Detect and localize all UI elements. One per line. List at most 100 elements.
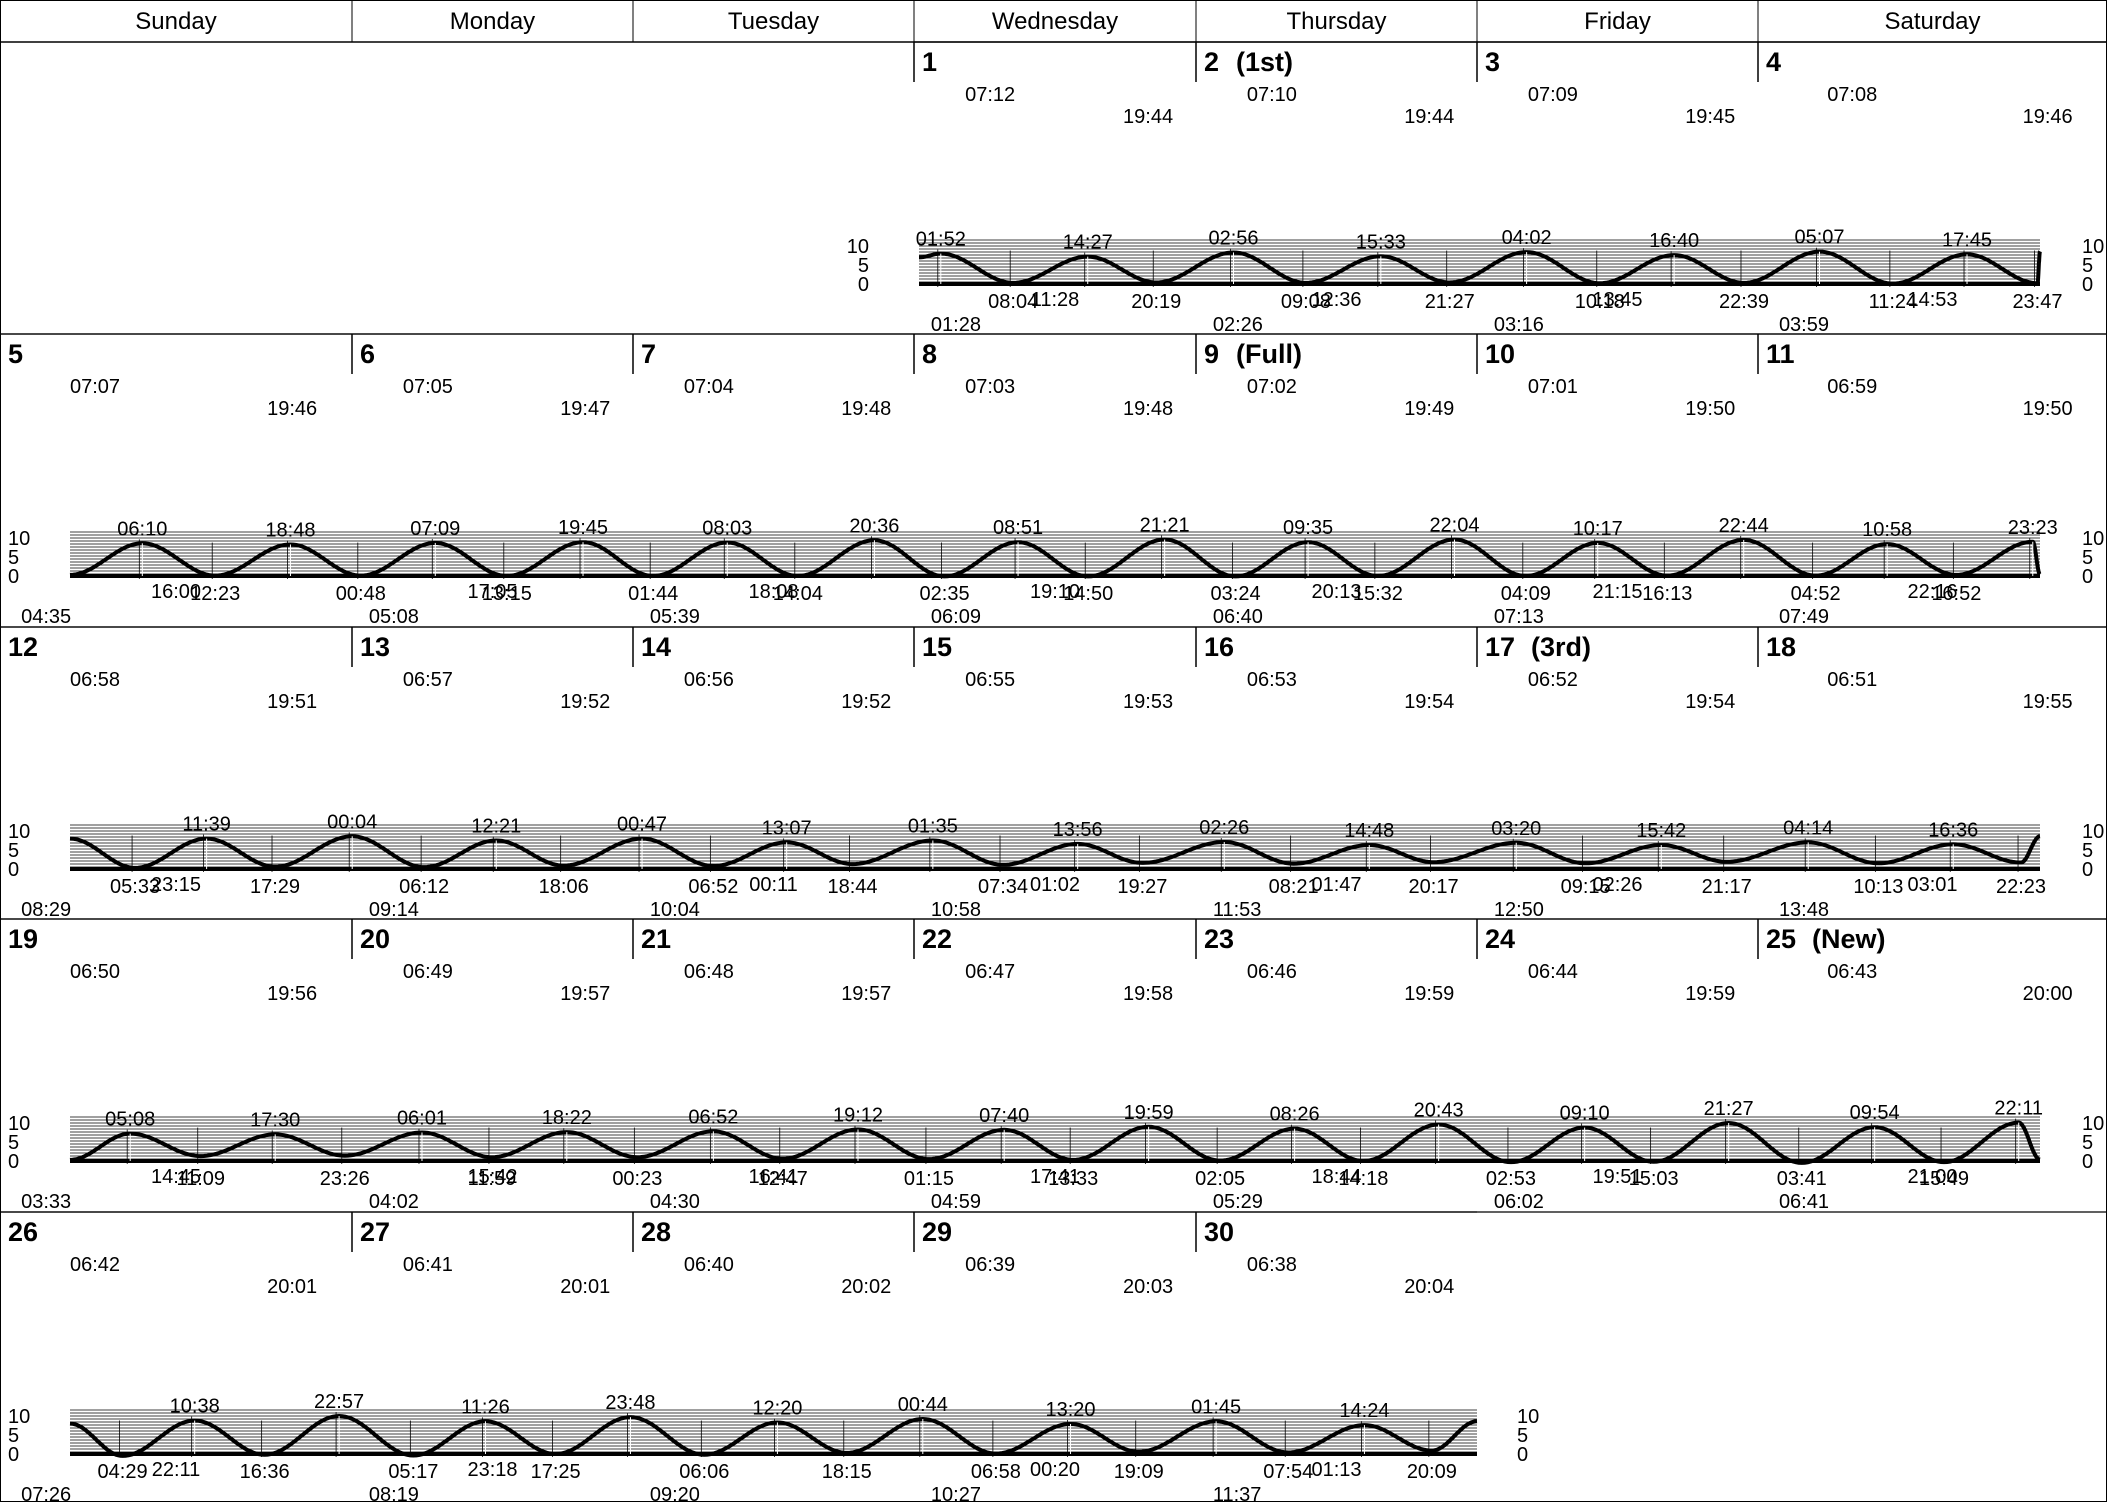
sunrise-time: 06:59 <box>1827 376 1877 398</box>
low-tide-label: 08:21 <box>1269 876 1319 898</box>
moon-time: 06:40 <box>1213 606 1263 628</box>
moon-time: 00:11 <box>749 874 798 896</box>
y-tick-label: 10 <box>1517 1406 1539 1428</box>
sunrise-time: 06:40 <box>684 1254 734 1276</box>
sunset-time: 19:59 <box>1404 983 1454 1005</box>
high-tide-label: 03:20 <box>1491 818 1541 840</box>
moon-time: 19:51 <box>1592 1166 1642 1188</box>
sunset-time: 19:44 <box>1404 106 1454 128</box>
sunset-time: 19:48 <box>841 398 891 420</box>
moon-time: 17:05 <box>467 581 517 603</box>
low-tide-label: 13:33 <box>1048 1168 1098 1190</box>
moon-time: 07:13 <box>1494 606 1544 628</box>
moon-phase-label: (New) <box>1812 924 1886 954</box>
high-tide-label: 14:27 <box>1063 232 1113 254</box>
high-tide-label: 13:56 <box>1053 819 1103 841</box>
day-number: 11 <box>1766 339 1795 369</box>
sunset-time: 19:50 <box>2023 398 2073 420</box>
sunset-time: 19:57 <box>560 983 610 1005</box>
sunset-time: 19:50 <box>1685 398 1735 420</box>
day-number: 9 <box>1204 339 1219 369</box>
low-tide-label: 00:23 <box>612 1168 662 1190</box>
sunrise-time: 06:58 <box>70 669 120 691</box>
sunset-time: 20:04 <box>1404 1276 1454 1298</box>
day-number: 26 <box>8 1217 38 1247</box>
high-tide-label: 19:45 <box>558 517 608 539</box>
high-tide-label: 08:51 <box>993 517 1043 539</box>
sunrise-time: 07:01 <box>1528 376 1578 398</box>
day-number: 13 <box>360 632 390 662</box>
high-tide-label: 20:36 <box>849 515 899 537</box>
moon-phase-label: (Full) <box>1236 339 1302 369</box>
low-tide-label: 06:58 <box>971 1461 1021 1483</box>
day-number: 5 <box>8 339 23 369</box>
low-tide-label: 23:26 <box>320 1168 370 1190</box>
high-tide-label: 22:44 <box>1719 515 1769 537</box>
y-tick-label: 10 <box>2082 821 2104 843</box>
moon-time: 03:16 <box>1494 314 1544 336</box>
moon-time: 18:08 <box>748 581 798 603</box>
moon-time: 04:35 <box>21 606 71 628</box>
low-tide-label: 02:35 <box>920 583 970 605</box>
high-tide-label: 11:39 <box>182 814 231 836</box>
high-tide-label: 19:59 <box>1124 1102 1174 1124</box>
moon-time: 01:47 <box>1311 874 1361 896</box>
low-tide-label: 20:17 <box>1409 876 1459 898</box>
low-tide-label: 06:12 <box>399 876 449 898</box>
sunrise-time: 07:09 <box>1528 84 1578 106</box>
moon-time: 13:48 <box>1779 899 1829 921</box>
high-tide-label: 23:23 <box>2008 517 2058 539</box>
low-tide-label: 00:48 <box>336 583 386 605</box>
day-number: 29 <box>922 1217 952 1247</box>
low-tide-label: 18:15 <box>822 1461 872 1483</box>
low-tide-label: 17:25 <box>531 1461 581 1483</box>
sunrise-time: 06:52 <box>1528 669 1578 691</box>
moon-time: 11:53 <box>1213 899 1262 921</box>
high-tide-label: 10:17 <box>1573 518 1623 540</box>
y-tick-label: 0 <box>1517 1444 1528 1466</box>
moon-time: 03:01 <box>1907 874 1957 896</box>
high-tide-label: 07:09 <box>410 518 460 540</box>
moon-time: 08:29 <box>21 899 71 921</box>
moon-time: 12:50 <box>1494 899 1544 921</box>
low-tide-label: 15:03 <box>1629 1168 1679 1190</box>
day-number: 22 <box>922 924 952 954</box>
sunset-time: 19:58 <box>1123 983 1173 1005</box>
low-tide-label: 02:53 <box>1486 1168 1536 1190</box>
high-tide-label: 00:44 <box>898 1394 948 1416</box>
moon-time: 21:00 <box>1907 1166 1957 1188</box>
moon-time: 13:45 <box>1592 289 1642 311</box>
low-tide-label: 12:23 <box>190 583 240 605</box>
day-number: 16 <box>1204 632 1234 662</box>
moon-time: 01:28 <box>931 314 981 336</box>
low-tide-label: 04:29 <box>98 1461 148 1483</box>
y-tick-label: 5 <box>858 255 869 277</box>
y-tick-label: 10 <box>2082 528 2104 550</box>
weekday-header-tuesday: Tuesday <box>728 8 819 35</box>
sunrise-time: 06:51 <box>1827 669 1877 691</box>
sunrise-time: 07:12 <box>965 84 1015 106</box>
y-tick-label: 0 <box>2082 274 2093 296</box>
sunrise-time: 07:05 <box>403 376 453 398</box>
high-tide-label: 09:10 <box>1560 1103 1610 1125</box>
low-tide-label: 04:09 <box>1501 583 1551 605</box>
low-tide-label: 12:47 <box>758 1168 808 1190</box>
moon-time: 07:49 <box>1779 606 1829 628</box>
high-tide-label: 08:03 <box>702 518 752 540</box>
sunset-time: 20:03 <box>1123 1276 1173 1298</box>
sunrise-time: 06:48 <box>684 961 734 983</box>
low-tide-label: 08:04 <box>988 291 1038 313</box>
high-tide-label: 00:47 <box>617 814 667 836</box>
high-tide-label: 02:26 <box>1199 817 1249 839</box>
high-tide-label: 19:12 <box>833 1104 883 1126</box>
sunrise-time: 06:39 <box>965 1254 1015 1276</box>
moon-time: 15:42 <box>467 1166 517 1188</box>
sunrise-time: 06:42 <box>70 1254 120 1276</box>
moon-time: 02:26 <box>1213 314 1263 336</box>
low-tide-label: 11:09 <box>176 1168 225 1190</box>
weekday-header-wednesday: Wednesday <box>992 8 1118 35</box>
high-tide-label: 18:48 <box>265 519 315 541</box>
sunrise-time: 07:08 <box>1827 84 1877 106</box>
low-tide-label: 21:27 <box>1425 291 1475 313</box>
moon-time: 10:04 <box>650 899 700 921</box>
